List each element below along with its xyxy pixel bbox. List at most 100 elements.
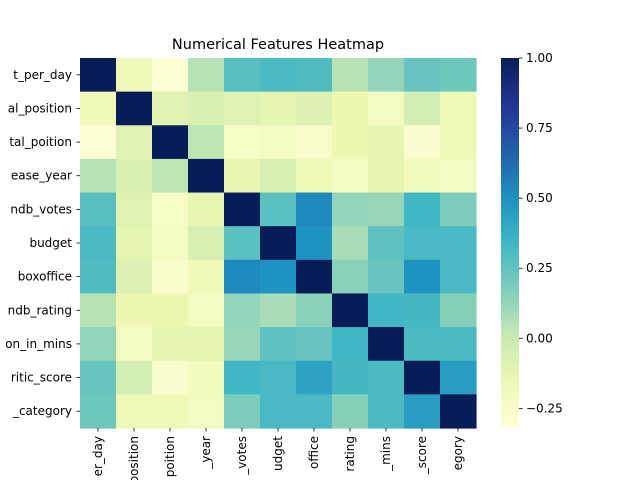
heatmap-cell [188,394,225,429]
heatmap-cell [224,192,261,227]
heatmap-cell [332,226,369,261]
heatmap-cell [332,192,369,227]
colorbar-tick-label: 0.25 [526,261,553,275]
row-label: ndb_rating [8,303,72,317]
heatmap-cell [440,360,477,395]
heatmap-cell [332,327,369,362]
column-label: rating [343,436,357,472]
heatmap-cell [296,394,333,429]
column-label: _year [199,436,213,470]
heatmap-cell [404,158,441,194]
heatmap-cell [152,91,189,126]
row-label: al_position [8,101,72,115]
column-label: _votes [235,436,249,476]
heatmap-cell [188,327,225,362]
column-label: egory [451,436,465,470]
heatmap-cell [332,125,369,160]
heatmap-cell [224,226,261,261]
heatmap-cell [440,91,477,126]
colorbar-tick-label: 1.00 [526,51,553,65]
heatmap-cell [224,125,261,160]
heatmap-cell [116,259,153,295]
heatmap-cell [440,192,477,227]
heatmap-cell [224,91,261,126]
heatmap-cell [80,58,117,93]
heatmap-cell [296,293,333,328]
heatmap-cell [188,226,225,261]
heatmap-cell [404,91,441,126]
heatmap-cell [260,58,297,93]
heatmap-cell [368,394,405,429]
row-label: budget [29,236,72,250]
heatmap-cell [224,394,261,429]
heatmap-cell [404,293,441,328]
heatmap-cell [260,394,297,429]
heatmap-cell [368,125,405,160]
heatmap-cell [116,91,153,126]
heatmap-cell [188,125,225,160]
heatmap-cell [188,91,225,126]
column-label: poition [163,436,177,477]
colorbar-gradient [501,58,519,428]
heatmap-cell [152,192,189,227]
heatmap-cell [188,192,225,227]
heatmap-cell [332,360,369,395]
heatmap-cell [260,327,297,362]
heatmap-cell [152,259,189,295]
heatmap-cell [152,394,189,429]
column-label: position [127,436,141,480]
heatmap-cell [80,394,117,429]
heatmap-cell [260,158,297,194]
heatmap-cell [152,58,189,93]
heatmap-cell [188,360,225,395]
heatmap-cell [404,259,441,295]
heatmap-cell [404,360,441,395]
column-label: office [307,436,321,469]
column-label: _score [415,436,429,475]
heatmap-cell [80,360,117,395]
heatmap-cell [296,327,333,362]
heatmap-cell [188,58,225,93]
heatmap-cell [404,327,441,362]
heatmap-cell [440,259,477,295]
heatmap-cell [404,125,441,160]
heatmap-cell [440,394,477,429]
row-labels: t_per_day al_position tal_poition ease_year… [5,68,80,418]
heatmap-cell [440,327,477,362]
heatmap-cell [80,226,117,261]
heatmap-cell [116,125,153,160]
heatmap-cell [368,259,405,295]
heatmap-cell [188,293,225,328]
heatmap-cell [332,394,369,429]
column-label: udget [271,436,285,471]
heatmap-cell [80,125,117,160]
heatmap-cell [260,91,297,126]
heatmap-cell [116,58,153,93]
heatmap-cell [440,58,477,93]
heatmap-cell [152,125,189,160]
heatmap-cell [116,327,153,362]
colorbar-tick-label: 0.75 [526,121,553,135]
heatmap-cell [296,158,333,194]
heatmap-cell [368,327,405,362]
heatmap-cell [188,259,225,295]
heatmap-cell [296,226,333,261]
heatmap-cell [260,226,297,261]
column-label: _mins [379,436,393,472]
heatmap-cell [368,360,405,395]
heatmap-cell [80,192,117,227]
row-label: t_per_day [13,68,72,82]
heatmap-cell [440,125,477,160]
column-label: er_day [91,436,105,476]
heatmap-cell [332,91,369,126]
heatmap-cell [224,158,261,194]
colorbar-tick-label: 0.50 [526,191,553,205]
heatmap-cell [224,259,261,295]
heatmap-cell [296,91,333,126]
row-label: _category [12,404,72,418]
heatmap-cell [188,158,225,194]
heatmap-cell [368,192,405,227]
heatmap-cell [152,158,189,194]
heatmap-cell [116,293,153,328]
heatmap-cell [332,293,369,328]
